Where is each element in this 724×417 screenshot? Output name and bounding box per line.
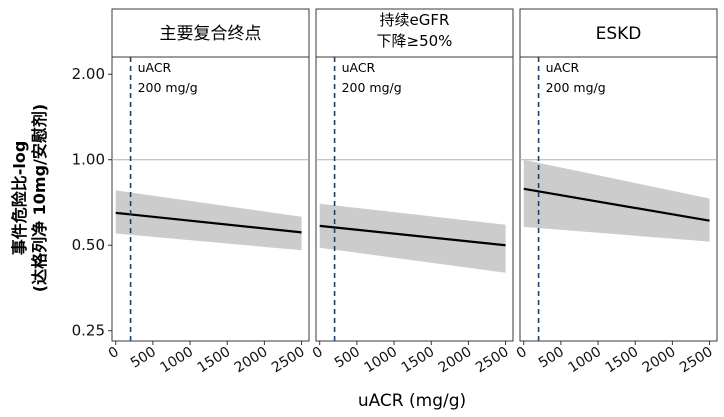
x-tick-label: 1500 — [399, 344, 438, 376]
x-tick-label: 2000 — [640, 344, 679, 376]
facet-strip-title-line: 下降≥50% — [377, 32, 453, 50]
x-tick-label: 2000 — [436, 344, 475, 376]
x-tick-label: 1000 — [157, 344, 196, 376]
y-tick-label: 1.00 — [72, 151, 105, 169]
x-tick-label: 0 — [310, 344, 326, 362]
facet-strip — [111, 8, 310, 58]
x-tick-label: 500 — [536, 344, 567, 372]
uacr-reference-label: uACR — [546, 60, 580, 75]
x-axis-title: uACR (mg/g) — [358, 391, 466, 411]
x-tick-label: 1000 — [361, 344, 400, 376]
y-axis-title-line-2: (达格列净 10mg/安慰剂) — [30, 104, 49, 292]
facet-panel-2: 持续eGFR 下降≥50%uACR 200 mg/g 0 500100015002000… — [310, 8, 514, 376]
x-tick-label: 2000 — [232, 344, 271, 376]
facet-strip-title-line: 持续eGFR — [380, 11, 450, 29]
x-tick-label: 500 — [128, 344, 159, 372]
y-tick-label: 0.25 — [72, 322, 105, 340]
x-tick-label: 2500 — [473, 344, 512, 376]
y-tick-label: 2.00 — [72, 65, 105, 83]
y-axis-title-line-1: 事件危险比-log — [10, 141, 29, 256]
uacr-reference-label: 200 mg/g — [342, 80, 402, 95]
x-tick-label: 2500 — [269, 344, 308, 376]
uacr-reference-label: 200 mg/g — [138, 80, 198, 95]
x-tick-label: 1500 — [195, 344, 234, 376]
y-axis-ticks: 0.25 0.50 1.00 2.00 — [72, 65, 112, 340]
facet-strip — [519, 8, 718, 58]
x-tick-label: 0 — [106, 344, 122, 362]
facet-strip-title: 主要复合终点 — [160, 24, 262, 44]
uacr-reference-label: uACR — [342, 60, 376, 75]
hazard-ratio-line — [523, 187, 710, 222]
confidence-band — [319, 203, 506, 273]
hazard-ratio-line — [319, 224, 506, 247]
uacr-reference-label: 200 mg/g — [546, 80, 606, 95]
y-tick-label: 0.50 — [72, 236, 105, 254]
x-tick-label: 1000 — [565, 344, 604, 376]
facet-strip-title: ESKD — [596, 24, 642, 44]
y-axis-title: 事件危险比-log (达格列净 10mg/安慰剂) — [10, 104, 49, 292]
x-tick-label: 1500 — [603, 344, 642, 376]
x-tick-label: 0 — [514, 344, 530, 362]
confidence-band — [523, 159, 710, 242]
confidence-band — [115, 190, 302, 251]
x-tick-label: 500 — [332, 344, 363, 372]
panel-border — [315, 56, 514, 342]
x-tick-label: 2500 — [677, 344, 716, 376]
hazard-ratio-line — [115, 211, 302, 234]
uacr-reference-label: uACR — [138, 60, 172, 75]
